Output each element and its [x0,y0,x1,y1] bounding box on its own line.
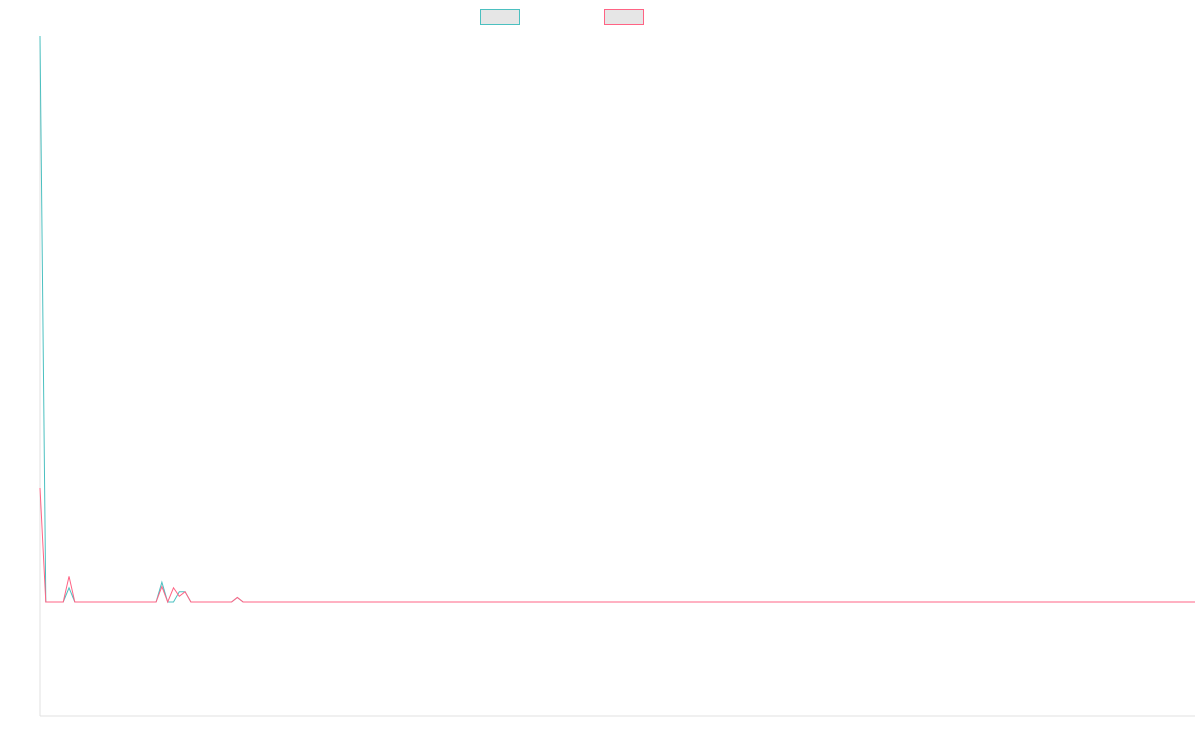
series-line-1 [39,35,1195,603]
series-line-2 [39,487,1195,604]
series-layer [39,35,1195,604]
legend-swatch-series-2 [604,9,644,25]
legend-item-series-1[interactable] [480,9,526,25]
legend-item-series-2[interactable] [604,9,650,25]
legend [0,9,1200,27]
legend-swatch-series-1 [480,9,520,25]
